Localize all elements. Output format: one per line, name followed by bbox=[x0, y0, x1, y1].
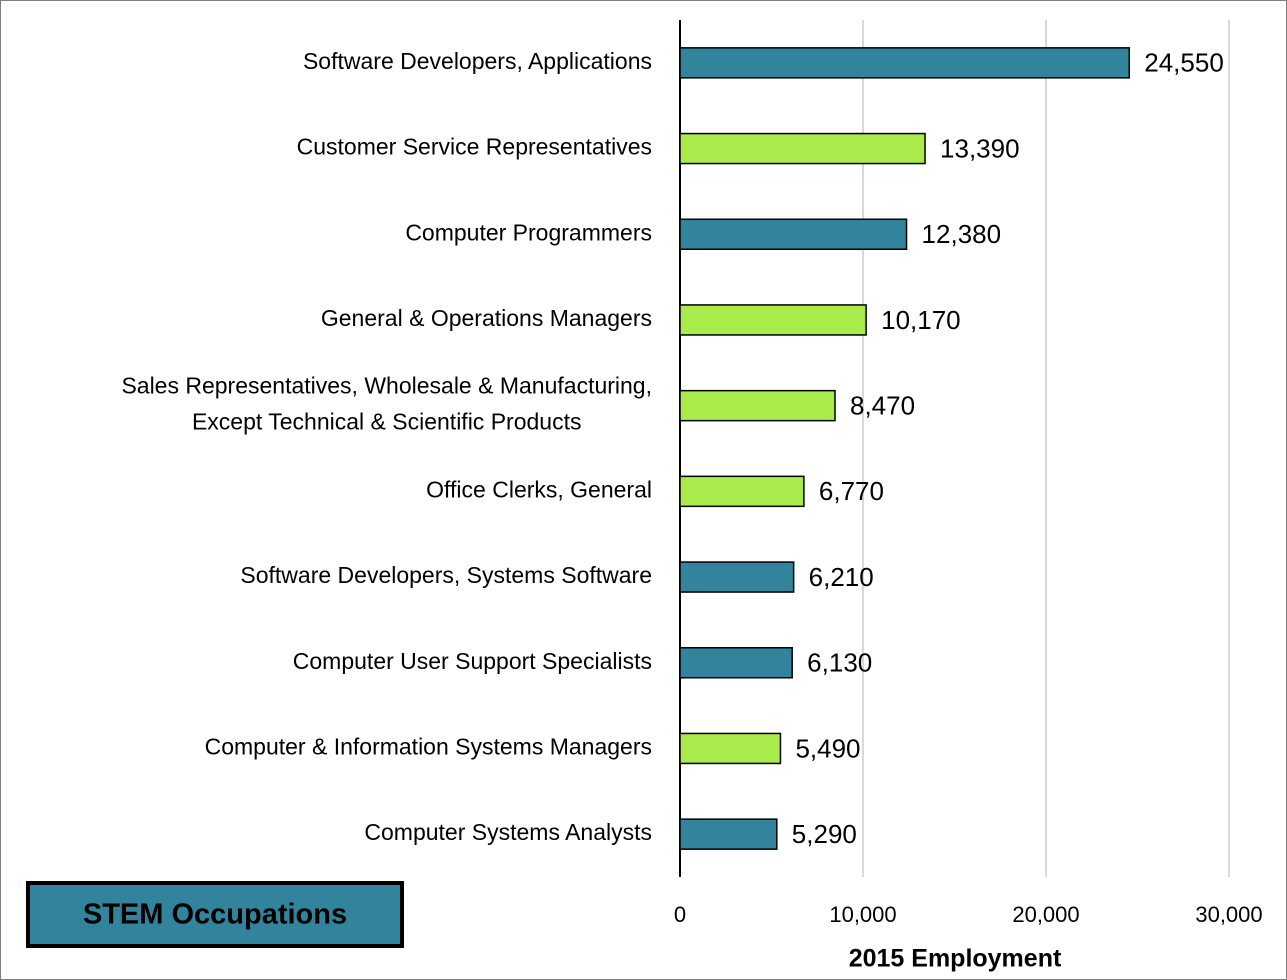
x-tick-label: 20,000 bbox=[1012, 902, 1079, 927]
category-label: Software Developers, Systems Software bbox=[240, 562, 652, 588]
bar bbox=[679, 732, 782, 765]
x-axis-title: 2015 Employment bbox=[849, 945, 1062, 973]
bar bbox=[679, 218, 908, 250]
value-label: 6,130 bbox=[807, 648, 872, 678]
bar bbox=[679, 304, 867, 336]
category-label: General & Operations Managers bbox=[321, 305, 652, 331]
bar bbox=[679, 389, 836, 422]
category-label: Computer & Information Systems Managers bbox=[205, 734, 652, 760]
category-label: Sales Representatives, Wholesale & Manuf… bbox=[121, 373, 652, 435]
bar bbox=[679, 818, 778, 850]
category-label: Software Developers, Applications bbox=[303, 48, 652, 74]
bar bbox=[679, 132, 926, 165]
bar bbox=[679, 47, 1131, 79]
value-label: 6,210 bbox=[809, 562, 874, 592]
category-label: Computer Systems Analysts bbox=[364, 819, 652, 845]
bar bbox=[679, 561, 795, 593]
value-label: 5,290 bbox=[792, 819, 857, 849]
bar bbox=[679, 475, 805, 508]
value-label: 8,470 bbox=[850, 391, 915, 421]
value-label: 13,390 bbox=[940, 133, 1020, 163]
bar bbox=[679, 647, 793, 679]
x-tick-label: 10,000 bbox=[829, 902, 896, 927]
value-label: 24,550 bbox=[1144, 48, 1224, 78]
x-tick-label: 30,000 bbox=[1195, 902, 1262, 927]
category-label: Customer Service Representatives bbox=[297, 134, 652, 160]
category-label: Computer User Support Specialists bbox=[293, 648, 652, 674]
x-tick-label: 0 bbox=[674, 902, 686, 927]
legend-box bbox=[26, 881, 404, 948]
category-label: Computer Programmers bbox=[405, 219, 652, 245]
value-label: 10,170 bbox=[881, 305, 961, 335]
category-label: Office Clerks, General bbox=[426, 476, 652, 502]
legend-label: STEM Occupations bbox=[83, 899, 347, 931]
value-label: 12,380 bbox=[922, 219, 1002, 249]
value-label: 5,490 bbox=[795, 733, 860, 763]
value-label: 6,770 bbox=[819, 476, 884, 506]
